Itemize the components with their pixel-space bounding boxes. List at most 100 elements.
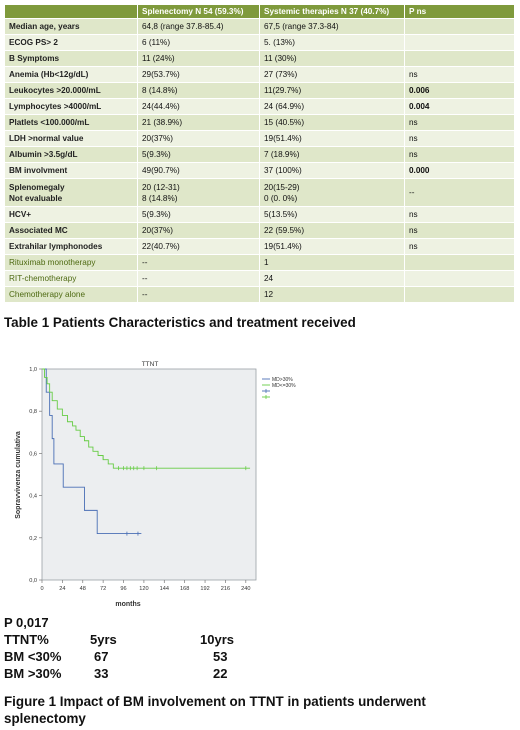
table-cell: 24(44.4%) xyxy=(137,98,260,115)
table-cell: 20(15-29) 0 (0. 0%) xyxy=(259,178,405,207)
table-row: Chemotherapy alone -- 12 xyxy=(4,286,515,303)
table-cell: 0.004 xyxy=(404,98,515,115)
x-tick-label: 120 xyxy=(139,586,148,592)
x-tick-label: 216 xyxy=(221,586,230,592)
table-cell: 64,8 (range 37.8-85.4) xyxy=(137,18,260,35)
x-tick-label: 240 xyxy=(241,586,250,592)
table-caption: Table 1 Patients Characteristics and tre… xyxy=(4,315,356,330)
summary-value: 22 xyxy=(213,666,228,681)
table-row: Median age, years 64,8 (range 37.8-85.4) 6… xyxy=(4,18,515,35)
table-row: BM involvment 49(90.7%) 37 (100%) 0.000 xyxy=(4,162,515,179)
table-cell: 5(13.5%) xyxy=(259,206,405,223)
table-row: Rituximab monotherapy -- 1 xyxy=(4,254,515,271)
table-row: Splenomegaly Not evaluable 20 (12-31) 8 (… xyxy=(4,178,515,207)
table-cell: 67,5 (range 37.3-84) xyxy=(259,18,405,35)
table-cell: 20 (12-31) 8 (14.8%) xyxy=(137,178,260,207)
table-cell: -- xyxy=(137,286,260,303)
table-cell xyxy=(404,254,515,271)
table-cell: ns xyxy=(404,66,515,83)
table-cell: 19(51.4%) xyxy=(259,130,405,147)
ttnt-kaplan-meier-chart: TTNT Sopravvivenza cumulativa months 0 24… xyxy=(15,361,310,608)
table-cell: 11(29.7%) xyxy=(259,82,405,99)
row-label: BM involvment xyxy=(4,162,138,179)
row-label: Associated MC xyxy=(4,222,138,239)
table-cell: 5(9.3%) xyxy=(137,206,260,223)
table-cell: 0.006 xyxy=(404,82,515,99)
table-cell: ns xyxy=(404,238,515,255)
table-cell: 11 (30%) xyxy=(259,50,405,67)
x-axis-label: months xyxy=(115,601,140,608)
table-row: Anemia (Hb<12g/dL) 29(53.7%) 27 (73%) ns xyxy=(4,66,515,83)
row-label: Anemia (Hb<12g/dL) xyxy=(4,66,138,83)
row-label: Lymphocytes >4000/mL xyxy=(4,98,138,115)
table-cell: 15 (40.5%) xyxy=(259,114,405,131)
table-row: LDH >normal value 20(37%) 19(51.4%) ns xyxy=(4,130,515,147)
table-cell: 20(37%) xyxy=(137,222,260,239)
table-cell xyxy=(404,50,515,67)
table-cell: ns xyxy=(404,146,515,163)
table-cell xyxy=(404,34,515,51)
table-cell: 49(90.7%) xyxy=(137,162,260,179)
table-header-row: Splenectomy N 54 (59.3%) Systemic therap… xyxy=(4,4,515,19)
row-label: Rituximab monotherapy xyxy=(4,254,138,271)
summary-col-10yrs: 10yrs xyxy=(200,632,234,647)
x-tick-label: 0 xyxy=(40,586,43,592)
table-row: Extrahilar lymphonodes 22(40.7%) 19(51.4%)… xyxy=(4,238,515,255)
patient-characteristics-table: Splenectomy N 54 (59.3%) Systemic therap… xyxy=(4,4,515,303)
summary-label: TTNT% xyxy=(4,632,49,647)
table-cell: -- xyxy=(404,178,515,207)
y-tick-label: 0,8 xyxy=(29,409,37,415)
table-cell: 24 (64.9%) xyxy=(259,98,405,115)
table-cell: 5(9.3%) xyxy=(137,146,260,163)
table-row: HCV+ 5(9.3%) 5(13.5%) ns xyxy=(4,206,515,223)
x-tick-label: 72 xyxy=(100,586,106,592)
table-row: Lymphocytes >4000/mL 24(44.4%) 24 (64.9%) 0… xyxy=(4,98,515,115)
table-cell xyxy=(404,18,515,35)
table-cell: ns xyxy=(404,130,515,147)
table-row: Associated MC 20(37%) 22 (59.5%) ns xyxy=(4,222,515,239)
header-cell: Systemic therapies N 37 (40.7%) xyxy=(259,4,405,19)
table-cell xyxy=(404,286,515,303)
row-label: ECOG PS> 2 xyxy=(4,34,138,51)
table-cell: 37 (100%) xyxy=(259,162,405,179)
row-label: Platlets <100.000/mL xyxy=(4,114,138,131)
x-tick-label: 24 xyxy=(59,586,65,592)
survival-line-md-gt-30 xyxy=(42,368,142,535)
legend-entry: MD<=30% xyxy=(272,383,296,389)
header-cell: P ns xyxy=(404,4,515,19)
summary-value: 33 xyxy=(94,666,109,681)
x-tick-label: 192 xyxy=(200,586,209,592)
y-tick-label: 0,2 xyxy=(29,536,37,542)
table-cell: 21 (38.9%) xyxy=(137,114,260,131)
table-cell: 12 xyxy=(259,286,405,303)
row-label: HCV+ xyxy=(4,206,138,223)
p-value: P 0,017 xyxy=(4,615,49,630)
summary-label: BM >30% xyxy=(4,666,62,681)
plot-area xyxy=(41,368,257,581)
table-cell: 6 (11%) xyxy=(137,34,260,51)
table-row: Leukocytes >20.000/mL 8 (14.8%) 11(29.7%) 0… xyxy=(4,82,515,99)
row-label: RIT-chemotherapy xyxy=(4,270,138,287)
summary-value: 53 xyxy=(213,649,228,664)
table-row: Albumin >3.5g/dL 5(9.3%) 7 (18.9%) ns xyxy=(4,146,515,163)
x-tick-label: 96 xyxy=(120,586,126,592)
x-tick-label: 168 xyxy=(180,586,189,592)
row-label: B Symptoms xyxy=(4,50,138,67)
table-cell: -- xyxy=(137,270,260,287)
header-cell: Splenectomy N 54 (59.3%) xyxy=(137,4,260,19)
table-cell xyxy=(404,270,515,287)
row-label: Extrahilar lymphonodes xyxy=(4,238,138,255)
table-cell: 11 (24%) xyxy=(137,50,260,67)
table-cell: 22 (59.5%) xyxy=(259,222,405,239)
y-tick-label: 0,4 xyxy=(29,494,37,500)
x-tick-label: 48 xyxy=(80,586,86,592)
row-label: Median age, years xyxy=(4,18,138,35)
y-tick-label: 0,0 xyxy=(29,578,37,584)
table-cell: 1 xyxy=(259,254,405,271)
header-cell xyxy=(4,4,138,19)
table-cell: 0.000 xyxy=(404,162,515,179)
table-cell: ns xyxy=(404,114,515,131)
table-cell: 7 (18.9%) xyxy=(259,146,405,163)
table-cell: ns xyxy=(404,206,515,223)
